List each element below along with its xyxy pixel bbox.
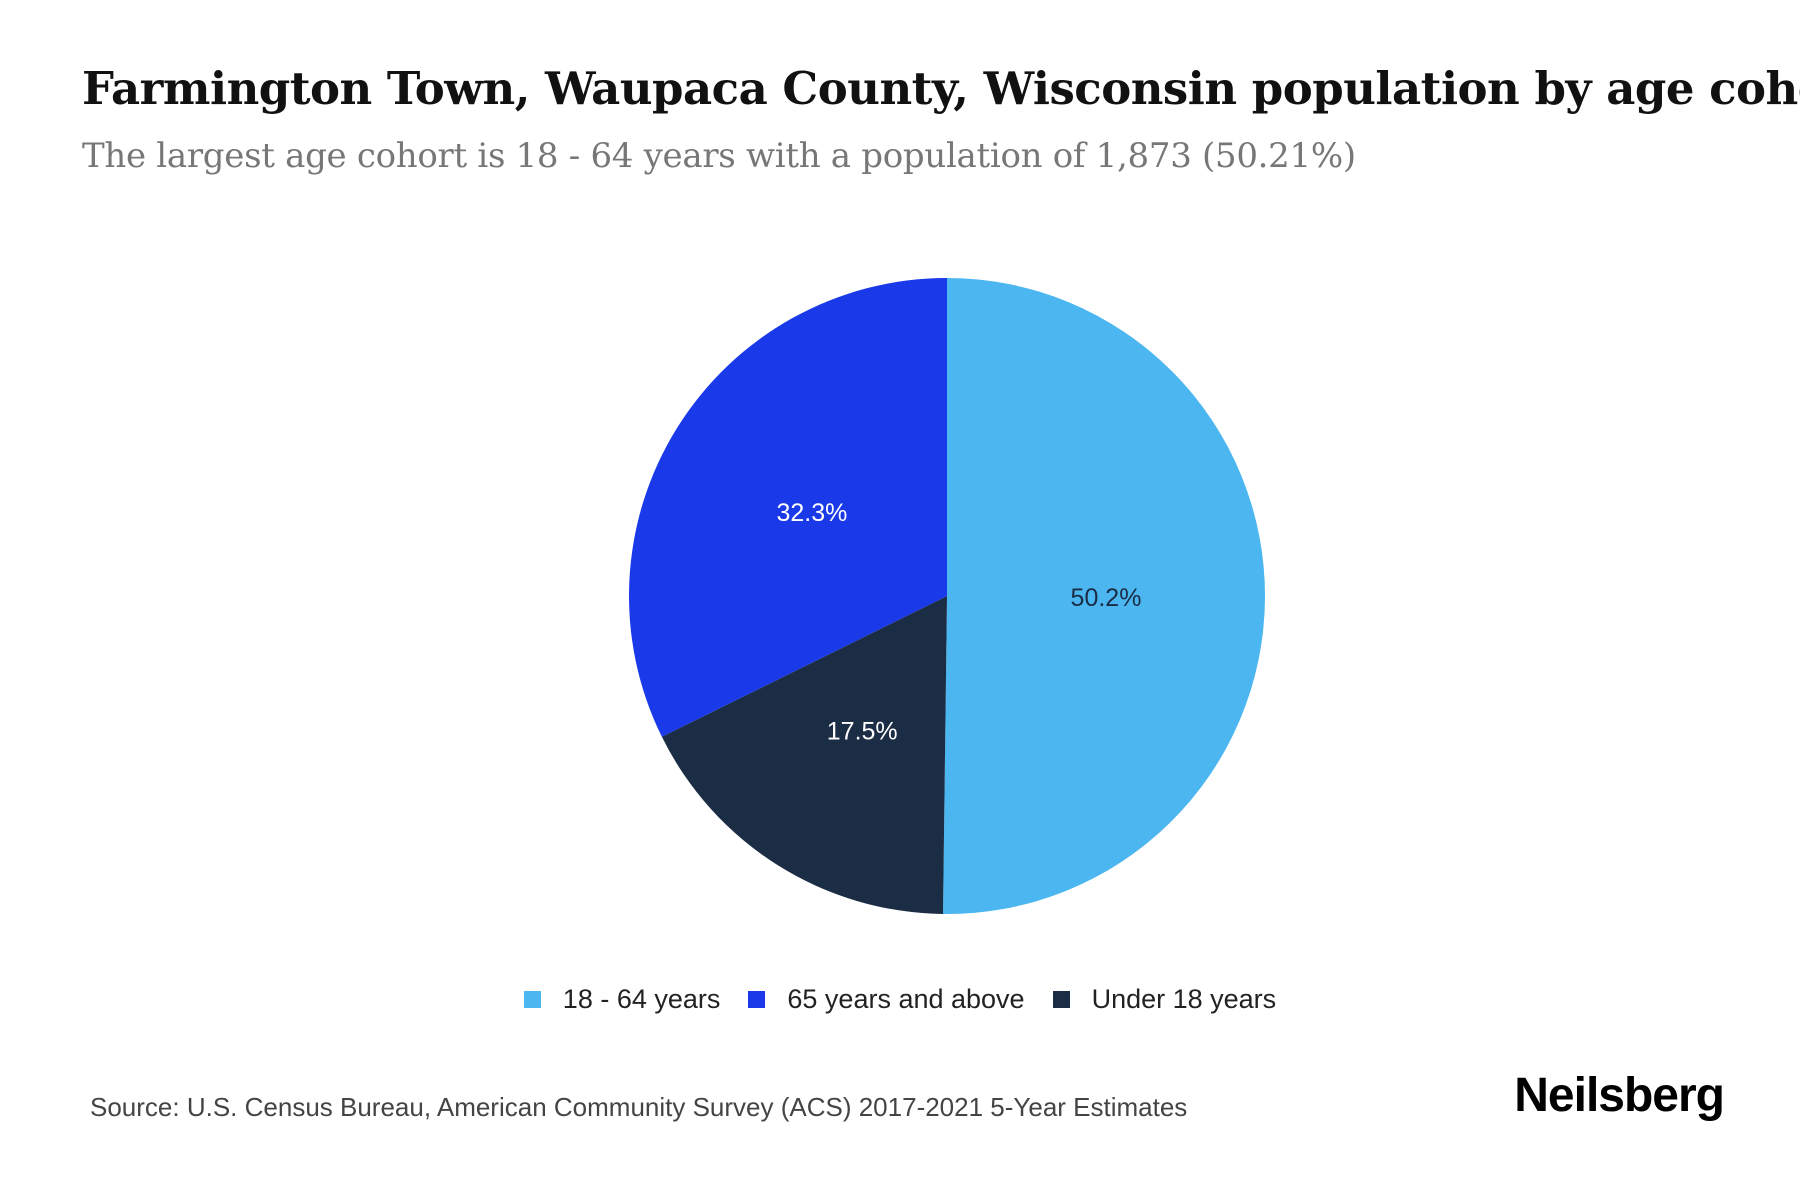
legend-label-under-18: Under 18 years [1091, 984, 1277, 1014]
chart-subtitle: The largest age cohort is 18 - 64 years … [82, 136, 1356, 176]
brand-logo: Neilsberg [1514, 1069, 1725, 1122]
pie-slice-under-18-years[interactable] [661, 596, 947, 914]
chart-title: Farmington Town, Waupaca County, Wiscons… [82, 62, 1800, 115]
legend-swatch-under-18 [1052, 991, 1070, 1008]
legend-item-18-64[interactable]: 18 - 64 years [523, 984, 721, 1015]
pie-labels: 50.2% 17.5% 32.3% [777, 499, 1142, 745]
source-note: Source: U.S. Census Bureau, American Com… [90, 1092, 1188, 1122]
pie-slice-18-64-years[interactable] [943, 278, 1266, 915]
legend-swatch-65-plus [748, 991, 766, 1008]
legend-label-18-64: 18 - 64 years [562, 984, 721, 1014]
pie-slice-label: 32.3% [777, 499, 848, 527]
chart-legend: 18 - 64 years 65 years and above Under 1… [0, 984, 1800, 1015]
pie-slice-label: 50.2% [1071, 584, 1142, 612]
legend-item-65-plus[interactable]: 65 years and above [748, 984, 1025, 1015]
pie-slice-label: 17.5% [827, 718, 898, 746]
legend-label-65-plus: 65 years and above [787, 984, 1025, 1014]
pie-slices [629, 278, 1266, 915]
legend-swatch-18-64 [523, 991, 541, 1008]
pie-slice-65-years-and-above[interactable] [629, 278, 947, 737]
legend-item-under-18[interactable]: Under 18 years [1052, 984, 1277, 1015]
